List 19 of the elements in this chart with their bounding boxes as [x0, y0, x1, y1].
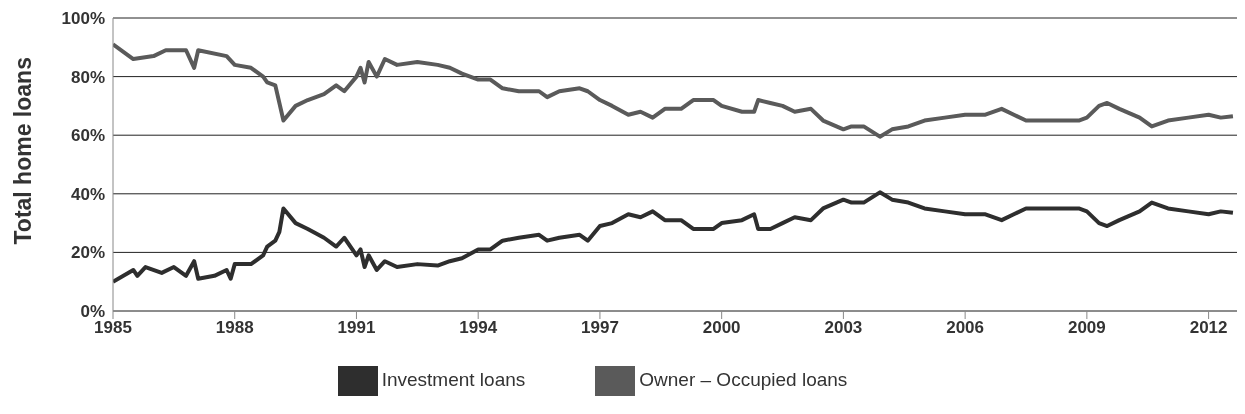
y-tick-label: 80% — [70, 67, 105, 87]
x-tick-label: 2006 — [946, 318, 985, 338]
x-tick-label: 1997 — [581, 318, 619, 338]
y-tick-label: 100% — [61, 9, 105, 29]
legend-label: Owner – Occupied loans — [639, 369, 848, 391]
x-tick-label: 2012 — [1189, 318, 1228, 338]
x-tick-label: 2009 — [1067, 318, 1106, 338]
y-tick-label: 20% — [70, 243, 105, 263]
line-series — [113, 42, 1235, 139]
y-tick-label: 60% — [70, 126, 105, 146]
y-axis-title: Total home loans — [10, 57, 37, 245]
x-tick-label: 1994 — [459, 318, 498, 338]
y-tick-label: 40% — [70, 184, 105, 204]
x-tick-label: 2003 — [824, 318, 863, 338]
x-tick-label: 1991 — [337, 318, 376, 338]
legend-label: Investment loans — [381, 369, 526, 391]
line-series — [113, 190, 1235, 284]
x-tick-label: 1988 — [215, 318, 254, 338]
x-tick-label: 2000 — [702, 318, 741, 338]
